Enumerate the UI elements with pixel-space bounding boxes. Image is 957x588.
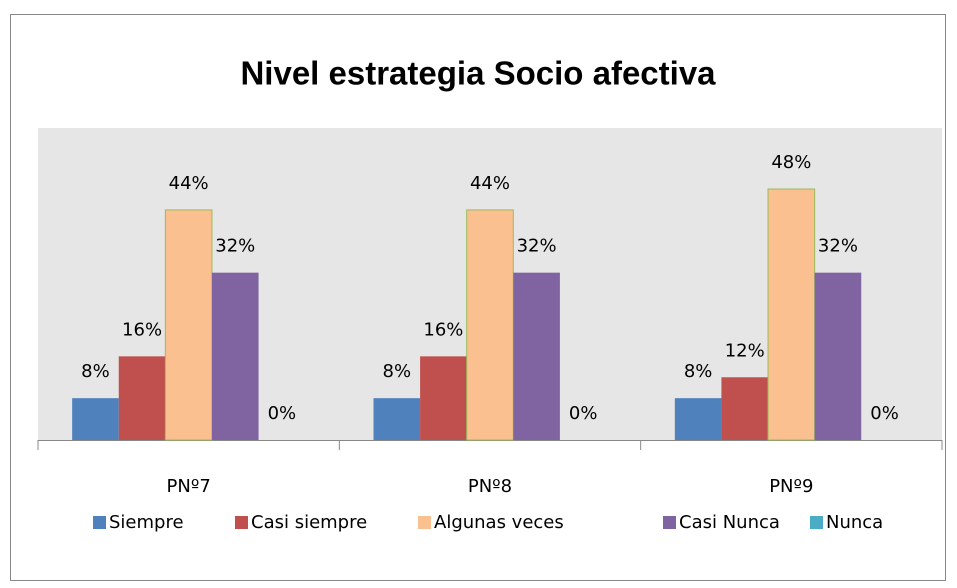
legend-swatch xyxy=(93,516,106,529)
value-label: 8% xyxy=(81,361,110,382)
legend-label: Nunca xyxy=(826,512,883,533)
bar xyxy=(767,188,816,441)
value-label: 0% xyxy=(569,403,598,424)
legend-label: Casi Nunca xyxy=(679,512,780,533)
legend-label: Algunas veces xyxy=(434,512,564,533)
bar xyxy=(721,377,769,440)
value-label: 8% xyxy=(383,361,412,382)
x-tick-label: PNº8 xyxy=(468,476,512,497)
value-label: 32% xyxy=(517,236,557,257)
value-label: 16% xyxy=(122,319,162,340)
legend-swatch xyxy=(663,516,676,529)
value-label: 32% xyxy=(818,236,858,257)
value-label: 0% xyxy=(268,403,297,424)
value-label: 44% xyxy=(169,173,209,194)
legend-label: Casi siempre xyxy=(251,512,367,533)
bar xyxy=(466,209,514,441)
legend-swatch xyxy=(235,516,248,529)
value-label: 44% xyxy=(470,173,510,194)
value-label: 12% xyxy=(725,340,765,361)
legend-swatch xyxy=(810,516,823,529)
legend-label: Siempre xyxy=(109,512,184,533)
bar xyxy=(211,272,259,440)
value-label: 0% xyxy=(870,403,899,424)
bar xyxy=(164,209,213,441)
legend-swatch xyxy=(418,516,431,529)
bar xyxy=(72,398,119,440)
x-tick-label: PNº9 xyxy=(769,476,813,497)
bar xyxy=(674,398,722,440)
value-label: 8% xyxy=(684,361,713,382)
bar xyxy=(118,356,166,440)
bar xyxy=(814,272,862,440)
value-label: 16% xyxy=(423,319,463,340)
value-label: 48% xyxy=(771,152,811,173)
chart-title: Nivel estrategia Socio afectiva xyxy=(240,55,716,92)
value-label: 32% xyxy=(215,236,255,257)
bar xyxy=(373,398,421,440)
bar xyxy=(420,356,467,440)
bar xyxy=(513,272,560,440)
x-tick-label: PNº7 xyxy=(167,476,211,497)
